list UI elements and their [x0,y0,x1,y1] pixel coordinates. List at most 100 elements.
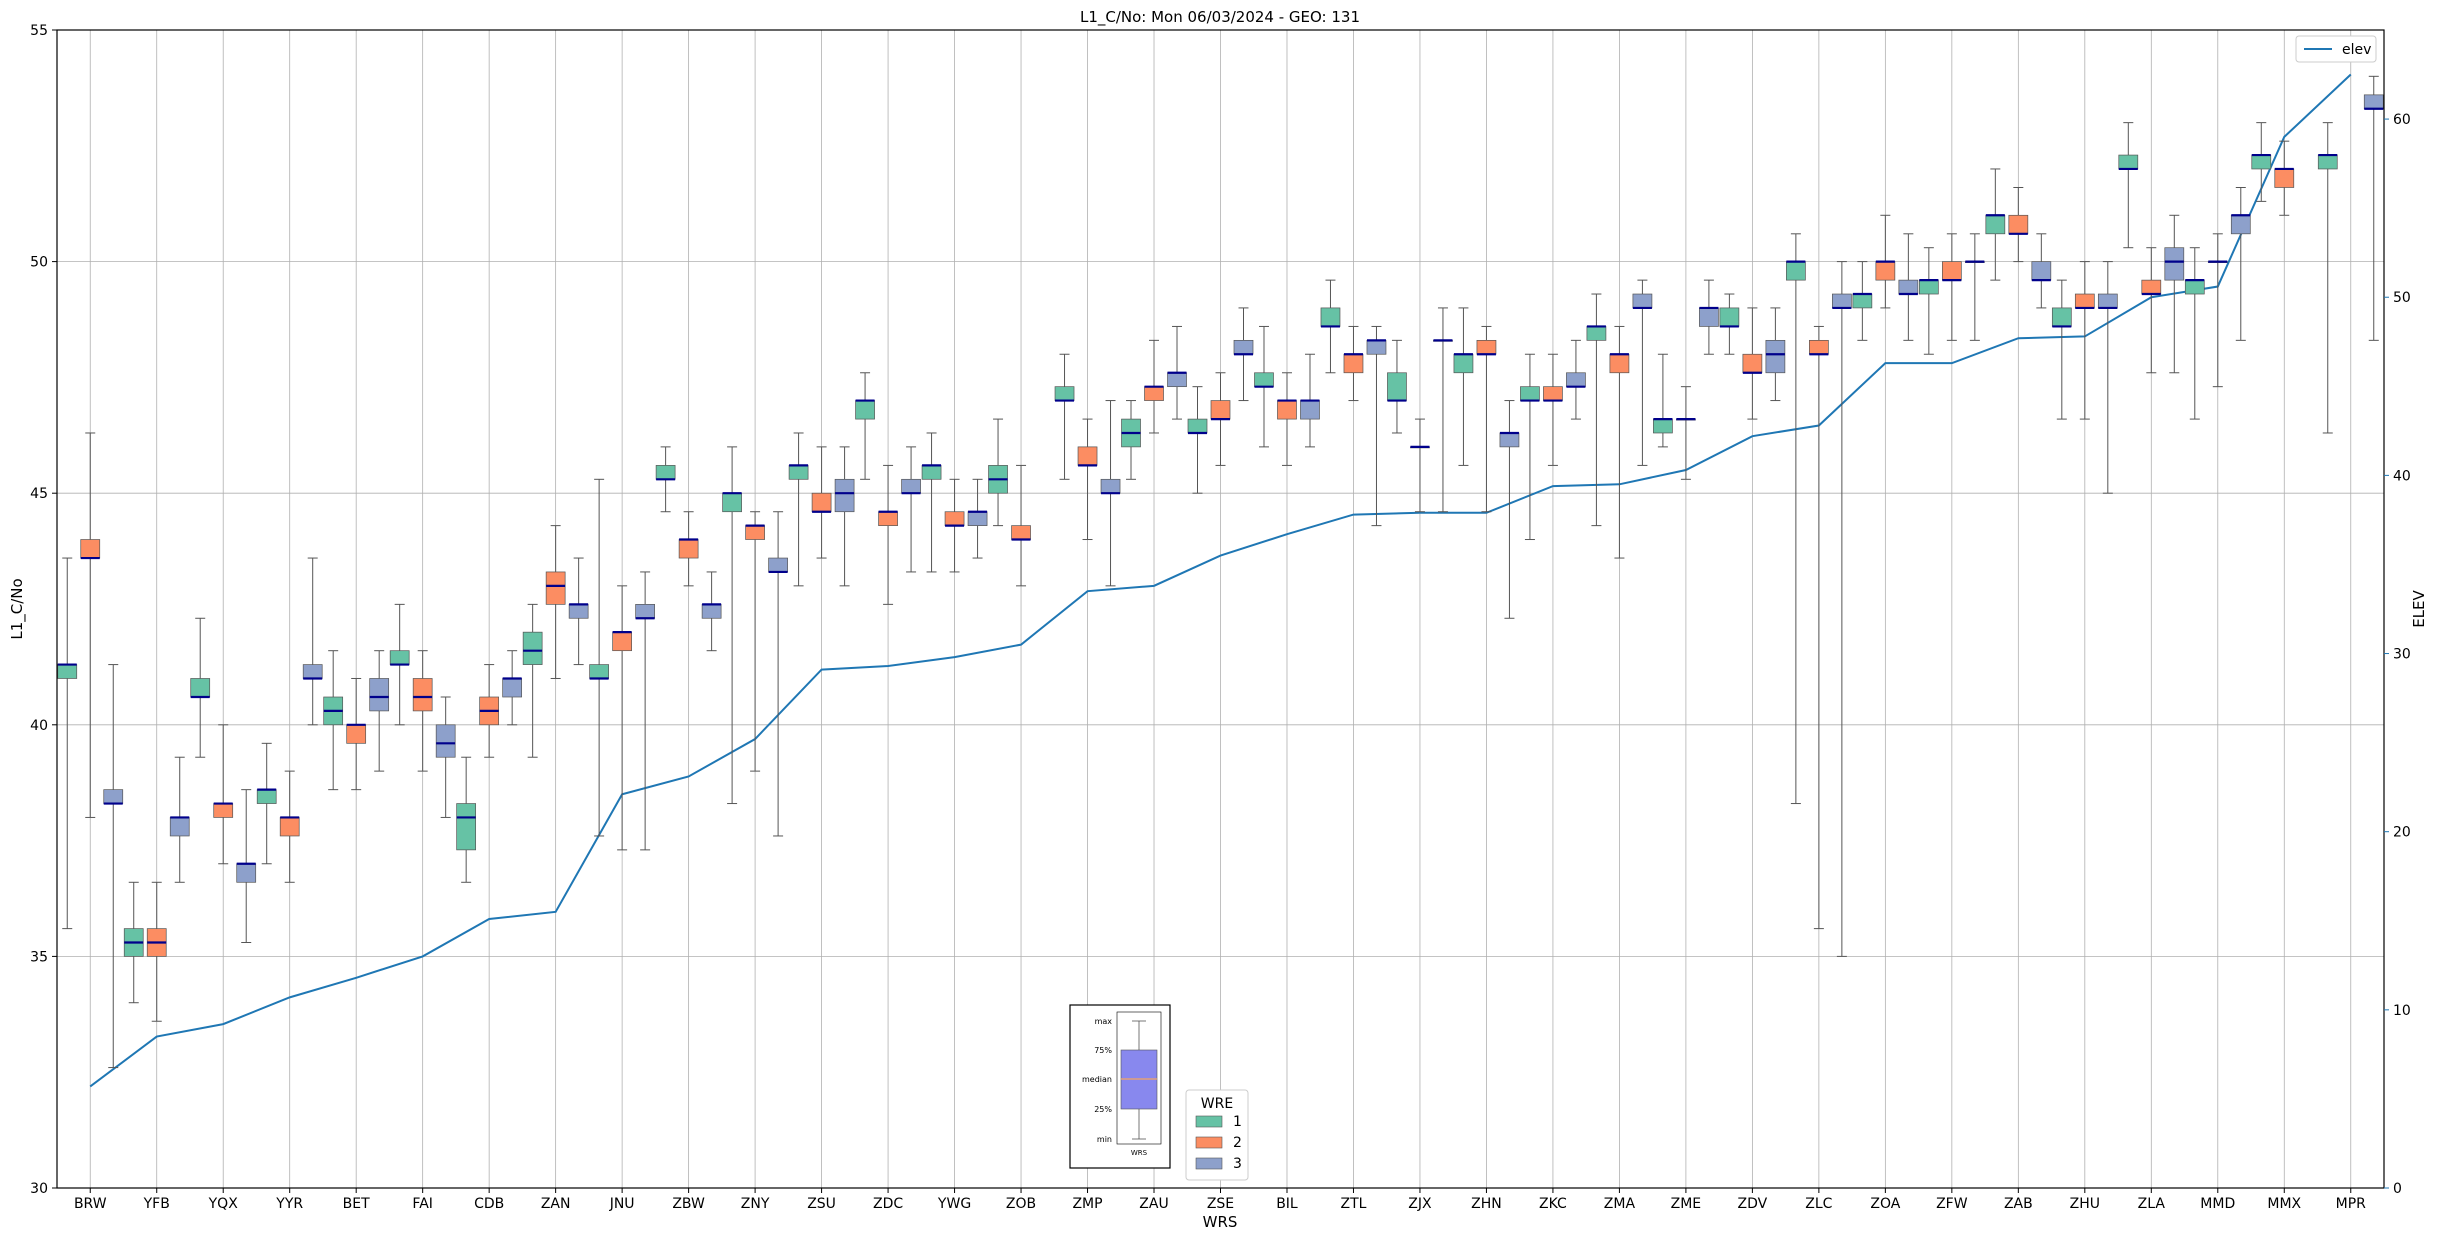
box-wre-1 [2317,122,2338,434]
box-wre-2 [944,478,965,573]
box-wre-2 [2274,140,2295,216]
box-body [1719,307,1740,327]
box-body [834,478,855,513]
box-body [1653,418,1673,434]
chart-title: L1_C/No: Mon 06/03/2024 - GEO: 131 [1080,8,1360,27]
x-tick-label: BET [343,1196,370,1212]
box-wre-2 [1543,353,1563,466]
box-wre-1 [1121,400,1141,480]
box-wre-1 [456,756,477,883]
x-tick-label: ZOB [1006,1196,1036,1212]
box-wre-1 [57,557,78,930]
y-tick-label: 30 [30,1181,48,1197]
box-body [2274,168,2295,188]
box-wre-3 [568,557,589,666]
y2-tick-label: 30 [2393,647,2411,663]
box-wre-1 [1387,339,1407,434]
x-tick-label: ZME [1671,1196,1702,1212]
box-body [1167,372,1187,388]
box-wre-3 [768,511,788,837]
box-wre-2 [213,724,234,865]
box-body [522,631,543,665]
box-body [346,724,367,744]
y2-tick-label: 0 [2393,1181,2402,1197]
box-wre-2 [80,432,101,818]
box-wre-2 [545,525,566,679]
y-tick-label: 50 [30,255,48,271]
box-wre-3 [1832,261,1852,957]
box-body [1011,525,1031,540]
y-tick-label: 40 [30,718,48,734]
box-wre-2 [1277,372,1297,466]
box-wre-2 [1210,372,1231,466]
y-tick-label: 45 [30,486,48,502]
box-body [901,478,921,494]
box-wre-2 [1476,325,1497,513]
box-body [412,678,433,712]
box-wre-2 [1144,339,1164,434]
box-body [1277,400,1297,420]
x-tick-label: ZAU [1139,1196,1168,1212]
box-body [568,604,589,619]
line-legend: elev [2295,35,2377,63]
box-wre-3 [901,446,921,573]
box-wre-1 [2051,279,2072,420]
box-body [1875,261,1896,281]
x-tick-label: CDB [474,1196,504,1212]
box-wre-2 [678,511,699,587]
x-tick-label: ZHN [1471,1196,1502,1212]
box-body [2184,279,2205,295]
wre-legend-label-3: 3 [1233,1156,1242,1172]
box-wre-1 [190,617,211,758]
box-wre-1 [323,650,344,791]
box-wre-2 [811,446,832,559]
box-wre-3 [1898,233,1919,341]
box-wre-3 [2097,261,2118,494]
box-wre-3 [1566,339,1586,420]
inset-xlabel: WRS [1131,1149,1148,1157]
x-axis-label: WRS [1203,1213,1238,1231]
box-wre-1 [2118,122,2139,249]
x-tick-label: ZHU [2070,1196,2100,1212]
box-body [1520,386,1540,401]
box-wre-1 [1254,325,1274,448]
x-tick-label: YFB [143,1196,170,1212]
box-wre-2 [612,585,632,851]
box-wre-3 [1100,400,1121,587]
x-tick-label: ZDV [1738,1196,1768,1212]
box-body [545,571,566,605]
x-tick-label: ZJX [1408,1196,1432,1212]
box-body [1742,353,1763,374]
box-wre-3 [1964,233,1985,341]
box-body [2008,214,2029,235]
y2-tick-label: 20 [2393,825,2411,841]
box-wre-1 [722,446,742,805]
box-wre-3 [1632,279,1653,466]
box-wre-1 [1586,293,1607,527]
box-wre-1 [1187,386,1208,494]
box-wre-3 [1699,279,1719,355]
box-body [456,803,477,851]
box-body [1187,418,1208,434]
box-wre-2 [1742,307,1763,420]
box-wre-1 [988,418,1008,527]
box-wre-3 [2164,214,2185,374]
box-body [2118,154,2139,170]
x-tick-label: MPR [2336,1196,2367,1212]
box-wre-2 [2141,247,2162,374]
x-tick-label: ZNY [741,1196,770,1212]
box-wre-1 [1320,279,1341,374]
x-tick-label: ZOA [1870,1196,1900,1212]
y-tick-label: 35 [30,949,48,965]
box-body [1499,432,1520,448]
y2-tick-label: 50 [2393,290,2411,306]
box-wre-2 [1809,325,1829,930]
box-wre-2 [2207,233,2228,388]
box-body [369,678,390,712]
box-body [1476,339,1497,355]
box-body [1100,478,1121,494]
box-body [2097,293,2118,309]
box-body [302,664,323,679]
box-wre-2 [346,677,367,791]
